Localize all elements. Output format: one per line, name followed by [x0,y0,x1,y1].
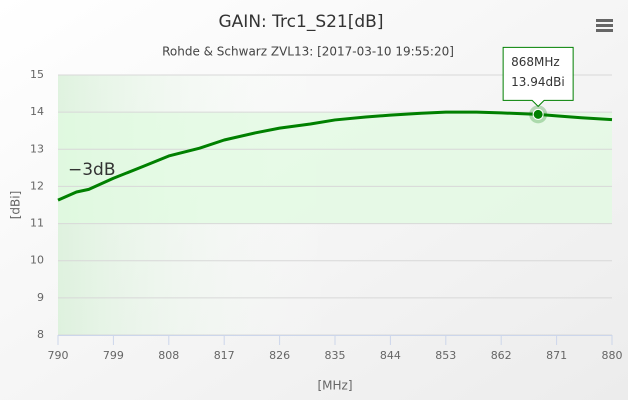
y-axis-label: [dBi] [9,191,23,220]
menu-bar [596,24,613,27]
menu-bar [596,19,613,22]
x-tick-label: 817 [214,349,235,362]
x-tick-label: 880 [602,349,623,362]
plot-band-label: −3dB [68,160,116,180]
x-tick-label: 871 [546,349,567,362]
menu-bar [596,29,613,32]
chart-title: GAIN: Trc1_S21[dB] [219,12,384,32]
x-tick-label: 862 [491,349,512,362]
x-tick-label: 799 [103,349,124,362]
x-tick-label: 790 [48,349,69,362]
y-tick-label: 13 [30,142,44,155]
tooltip-x: 868MHz [511,55,560,69]
x-tick-label: 853 [435,349,456,362]
tooltip: 868MHz 13.94dBi [502,46,574,108]
plot-band [58,112,612,224]
x-tick-label: 808 [158,349,179,362]
tooltip-y: 13.94dBi [511,75,565,89]
y-tick-label: 11 [30,217,44,230]
x-tick-label: 844 [380,349,401,362]
menu-button[interactable] [596,19,613,32]
tooltip-box [502,46,574,108]
data-line [57,110,613,202]
x-tick-label: 826 [269,349,290,362]
y-tick-label: 12 [30,179,44,192]
chart-subtitle: Rohde & Schwarz ZVL13: [2017-03-10 19:55… [162,45,454,59]
y-tick-label: 8 [37,328,44,341]
y-tick-label: 15 [30,68,44,81]
hover-marker [532,108,544,120]
y-tick-label: 14 [30,105,44,118]
y-tick-label: 10 [30,254,44,267]
x-tick-label: 835 [325,349,346,362]
y-tick-label: 9 [37,291,44,304]
x-axis-label: [MHz] [317,379,352,393]
